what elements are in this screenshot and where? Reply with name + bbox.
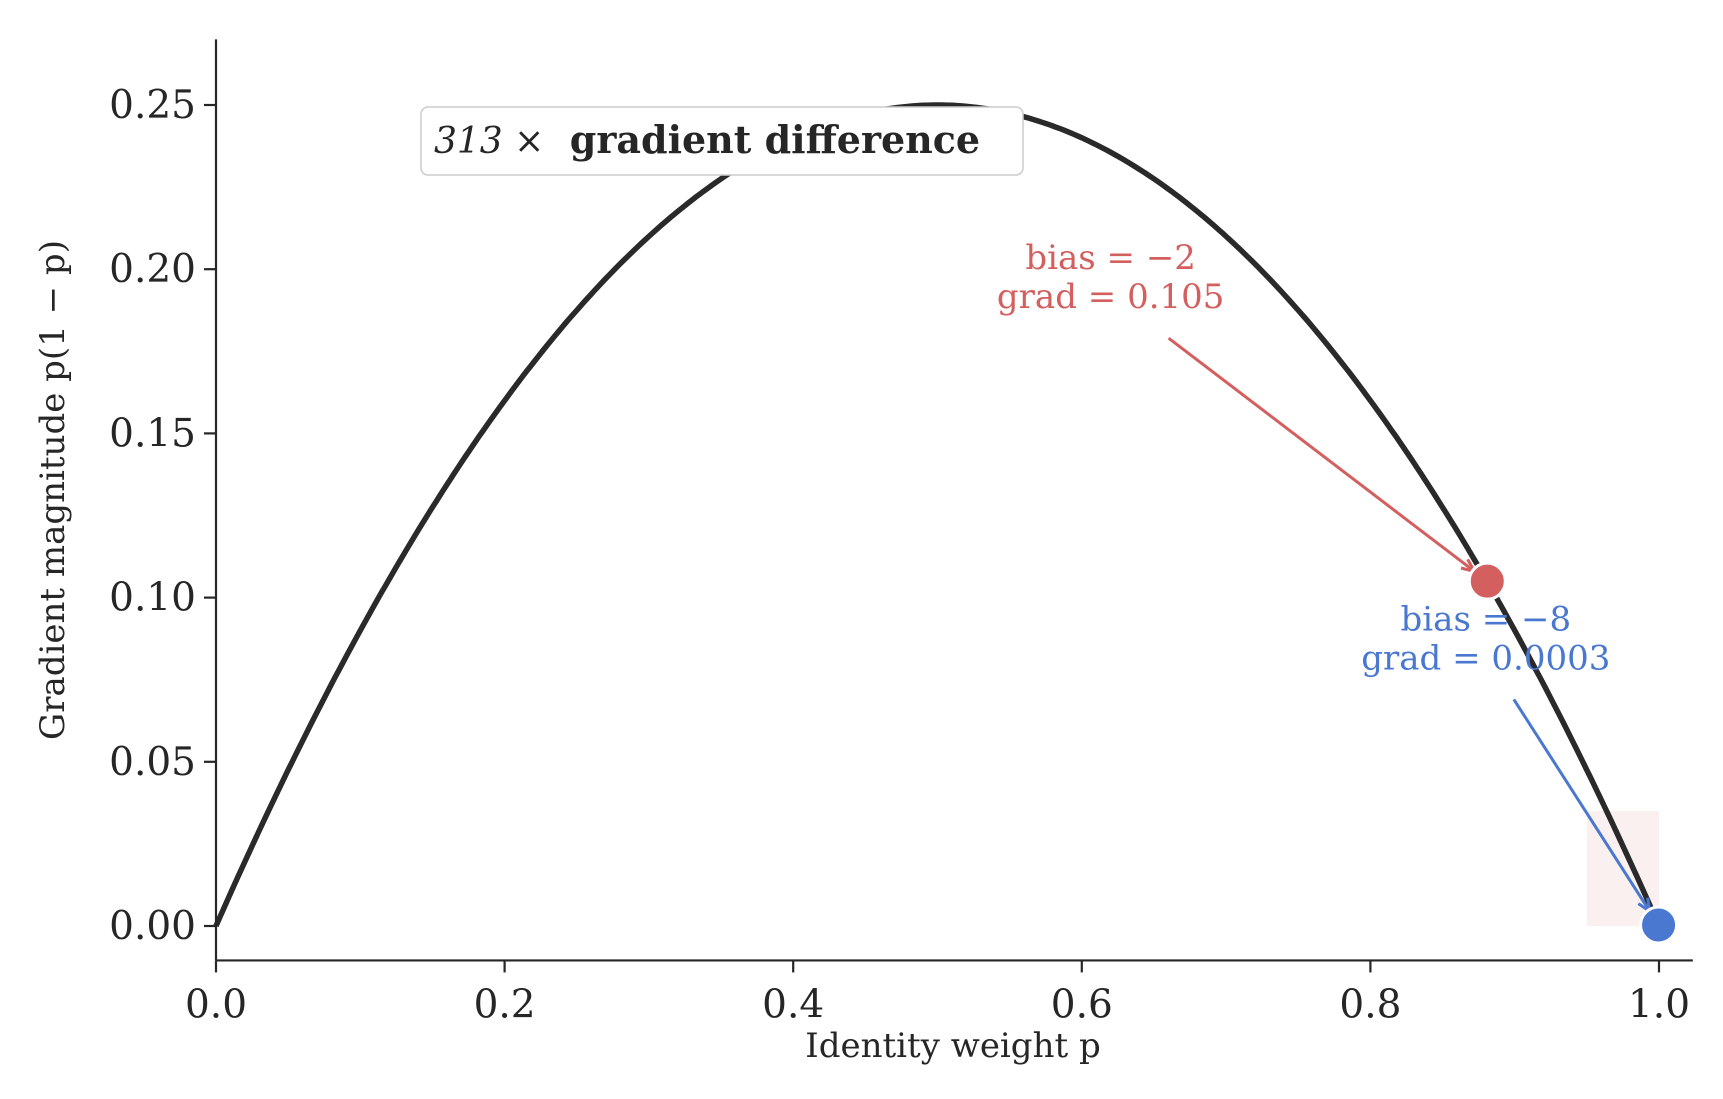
data-point — [1467, 561, 1507, 601]
y-tick-label: 0.25 — [109, 83, 196, 128]
y-tick-label: 0.15 — [109, 411, 196, 456]
annotation-box: 313 × gradient difference — [420, 106, 1024, 176]
point-annotation-text: bias = −2 — [1025, 238, 1196, 278]
annotation-prefix: 313 × — [434, 121, 544, 162]
x-tick-label: 0.2 — [474, 982, 536, 1027]
x-tick-label: 0.6 — [1051, 982, 1113, 1027]
annotation-arrow — [1512, 698, 1652, 913]
svg-text:313 × gradient differenc: 313 × gradient difference — [434, 117, 980, 162]
annotation-box-frame — [420, 106, 1024, 176]
x-tick-label: 1.0 — [1628, 982, 1690, 1027]
x-tick-label: 0.4 — [762, 982, 824, 1027]
y-tick-label: 0.05 — [109, 740, 196, 785]
x-tick-label: 0.8 — [1339, 982, 1401, 1027]
annotation-arrow — [1167, 337, 1476, 573]
data-point — [1639, 905, 1679, 945]
point-annotation-text: grad = 0.105 — [997, 277, 1225, 317]
gradient-curve — [213, 102, 1662, 928]
y-axis-label: Gradient magnitude p(1 − p) — [33, 240, 73, 740]
x-axis-label: Identity weight p — [805, 1026, 1100, 1066]
x-tick-label: 0.0 — [185, 982, 247, 1027]
y-tick-label: 0.00 — [109, 904, 196, 949]
y-tick-label: 0.20 — [109, 247, 196, 292]
y-tick-label: 0.10 — [109, 576, 196, 621]
point-annotation-text: grad = 0.0003 — [1361, 638, 1610, 678]
point-annotation-text: bias = −8 — [1401, 599, 1572, 639]
annotation-text: gradient difference — [570, 117, 980, 162]
